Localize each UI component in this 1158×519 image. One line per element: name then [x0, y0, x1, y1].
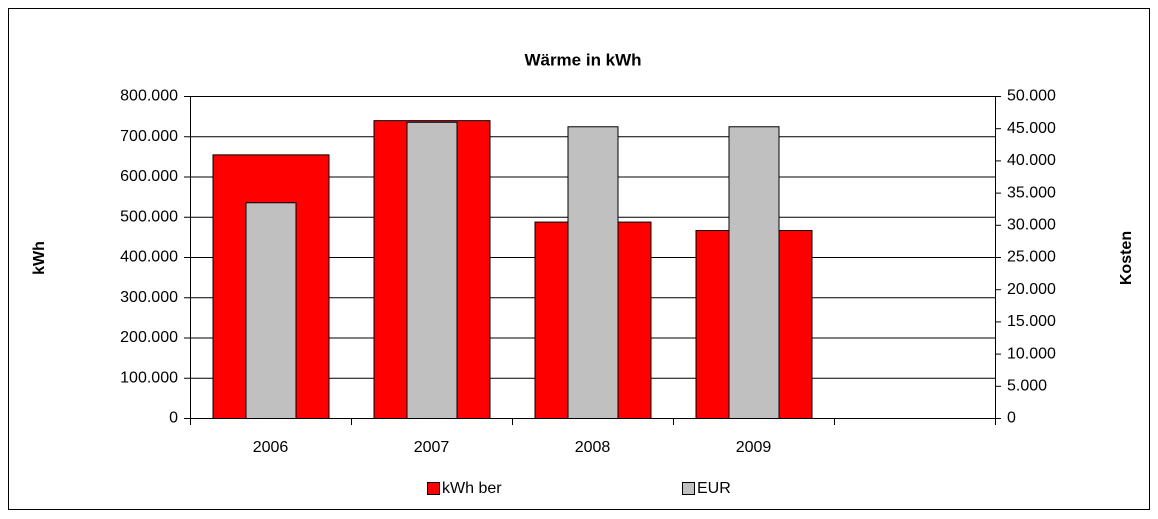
x-tick-label: 2006: [253, 439, 289, 456]
y2-tick-label: 5.000: [1007, 378, 1047, 395]
y-tick-label: 300.000: [120, 289, 178, 306]
y2-tick-label: 20.000: [1007, 281, 1056, 298]
y-axis-title: kWh: [31, 241, 48, 275]
bar: [406, 121, 458, 419]
bar: [567, 126, 619, 419]
y2-tick-label: 25.000: [1007, 249, 1056, 266]
y2-tick-label: 35.000: [1007, 184, 1056, 201]
y-tick-label: 600.000: [120, 168, 178, 185]
y2-tick-label: 45.000: [1007, 120, 1056, 137]
y-tick-label: 400.000: [120, 249, 178, 266]
y-tick-label: 200.000: [120, 329, 178, 346]
y2-tick-label: 15.000: [1007, 313, 1056, 330]
legend-label: EUR: [697, 480, 731, 497]
y2-tick-label: 50.000: [1007, 88, 1056, 105]
y2-tick-label: 0: [1007, 410, 1016, 427]
legend-swatch: [682, 482, 695, 495]
bar: [728, 126, 780, 419]
chart-title: Wärme in kWh: [524, 50, 641, 69]
x-tick-label: 2009: [736, 439, 772, 456]
y-tick-label: 800.000: [120, 88, 178, 105]
y-tick-label: 500.000: [120, 208, 178, 225]
legend-swatch: [427, 482, 440, 495]
x-tick-label: 2008: [575, 439, 611, 456]
bar: [245, 202, 297, 419]
y-tick-label: 100.000: [120, 369, 178, 386]
y2-tick-label: 10.000: [1007, 345, 1056, 362]
y2-axis-title: Kosten: [1118, 231, 1135, 285]
y2-tick-label: 40.000: [1007, 152, 1056, 169]
y2-tick-label: 30.000: [1007, 217, 1056, 234]
y-tick-label: 700.000: [120, 128, 178, 145]
legend-label: kWh ber: [442, 480, 502, 497]
y-tick-label: 0: [169, 410, 178, 427]
x-tick-label: 2007: [414, 439, 450, 456]
